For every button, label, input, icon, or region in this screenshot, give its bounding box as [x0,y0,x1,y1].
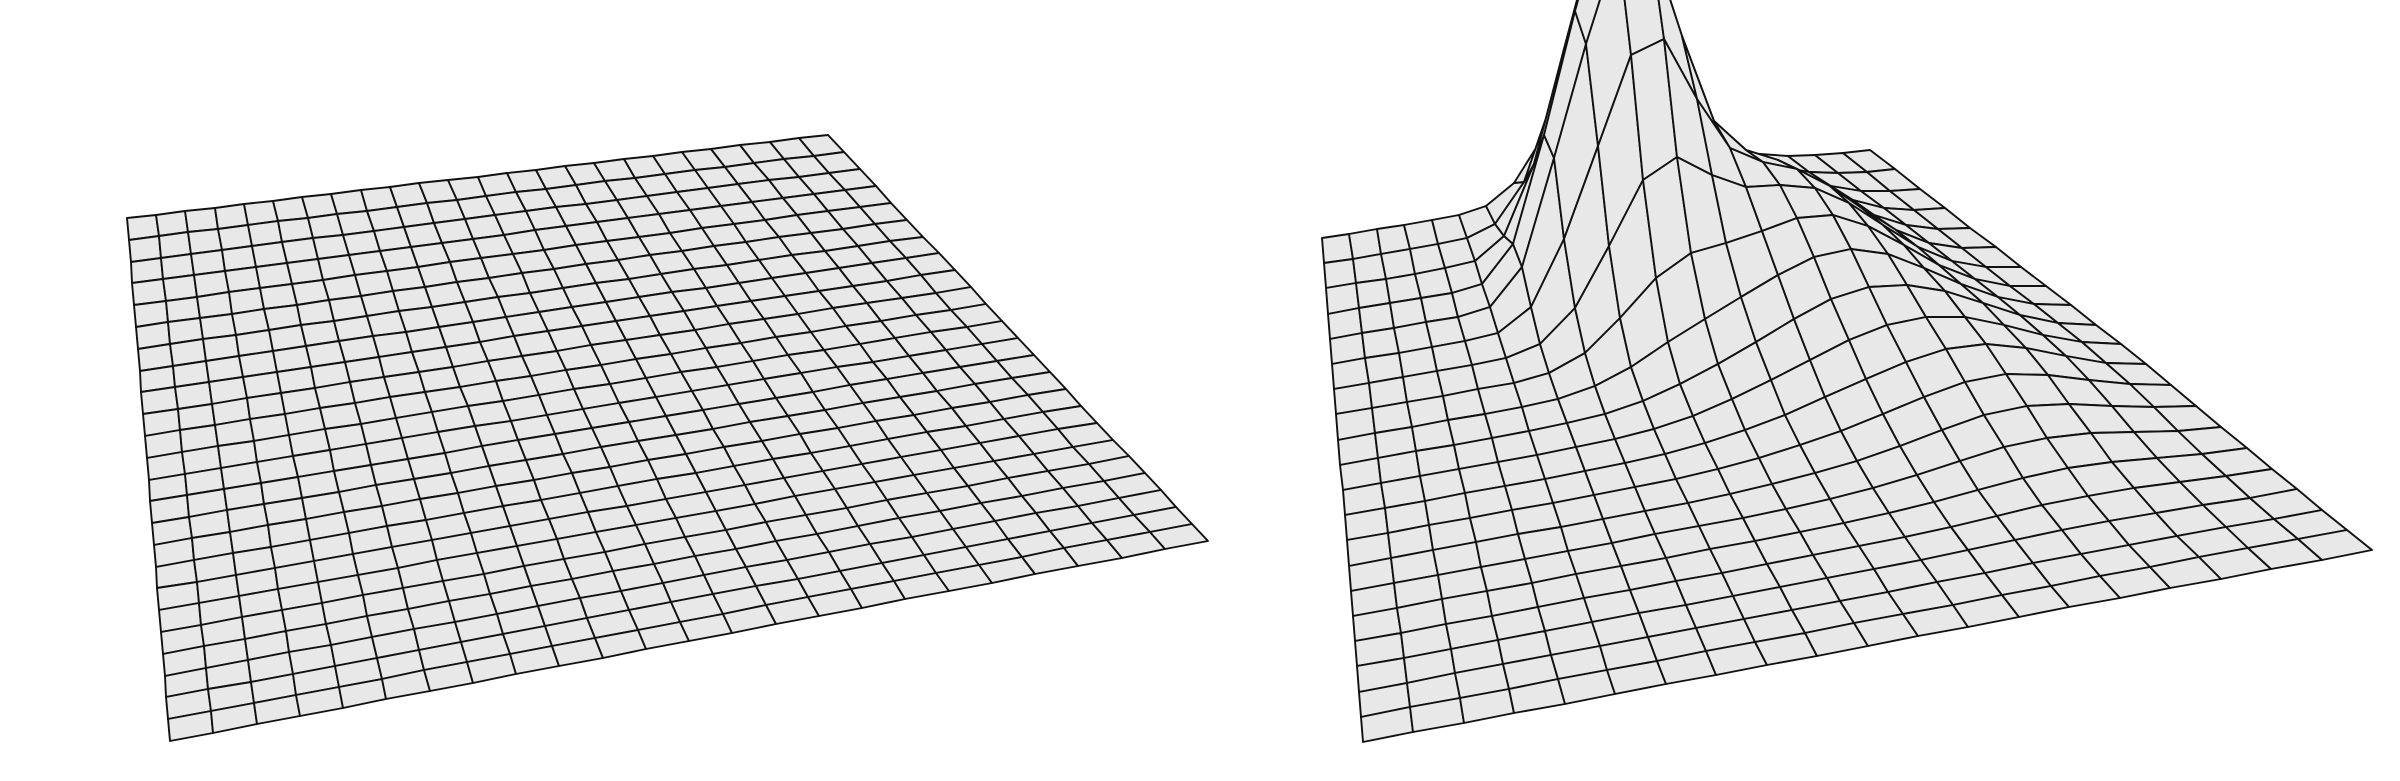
deformed-mesh-cell [2297,529,2373,561]
deformed-mesh-cell [1321,233,1354,264]
flat-mesh-cell [184,207,219,233]
deformed-mesh-panel [1321,0,2373,743]
deformed-mesh-cell [1574,0,1601,45]
flat-mesh-panel [126,134,1209,742]
flat-mesh-cell [1149,523,1209,550]
